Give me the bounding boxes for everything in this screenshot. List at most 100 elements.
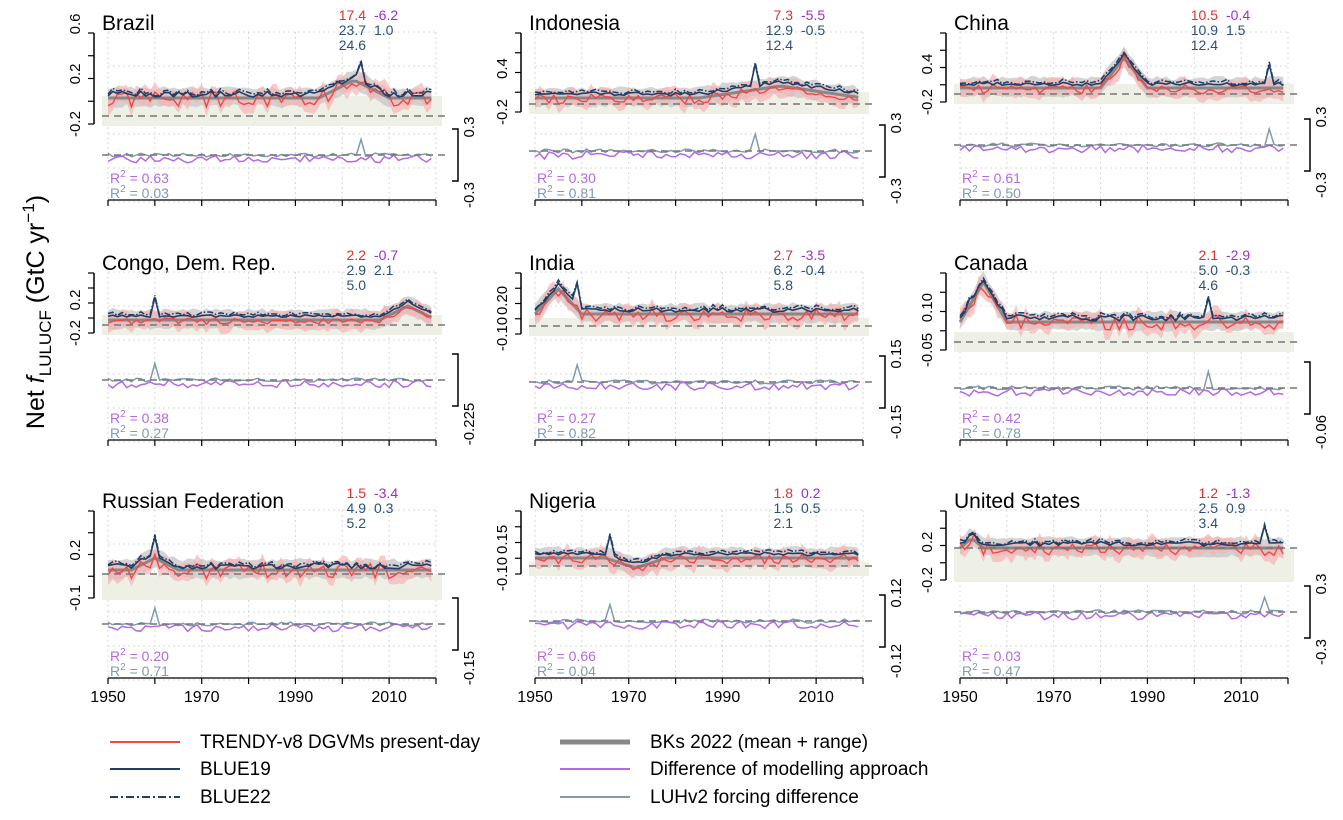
lower-y-axis [1304,118,1311,172]
stat-blue19-diff: -0.4 [801,262,825,278]
stat-blue19: 6.2 [774,262,794,278]
lower-y-axis [879,594,886,648]
panel-title: Congo, Dem. Rep. [102,252,276,275]
stat-blue22: 2.1 [774,515,794,531]
blue22-line [534,278,859,313]
upper-y-tick-label: 0.20 [494,286,511,315]
panel-canada: -0.05 0.10 -0.06 Canada 2.1 -2.9 5.0 -0.3 4.6 R2 … [919,247,1330,449]
legend-label: BLUE19 [200,759,271,780]
stat-blue22: 24.6 [339,37,366,53]
r2-luh: R2 = 0.81 [537,184,596,201]
panel-russian-federation: -0.1 0.2 -0.15 1950 1970 1990 2010 Russian Fede… [67,485,478,706]
panel-title: Brazil [102,12,155,35]
legend-label: BLUE22 [200,787,271,808]
upper-y-tick-label: -0.2 [67,111,84,137]
x-tick-label: 1990 [278,689,314,706]
r2-luh: R2 = 0.71 [110,662,169,679]
y-label-close: ) [22,195,50,203]
y-label-unit: (GtC yr [22,223,50,311]
stat-blue19-diff: -0.5 [801,22,825,38]
lower-y-tick-label: -0.225 [461,403,478,446]
stat-trendy-diff: -1.3 [1226,485,1250,501]
panel-title: Indonesia [529,12,620,35]
lower-y-tick-label: -0.3 [1313,639,1330,665]
panel-congo-dem-rep-: -0.2 0.2 -0.225 Congo, Dem. Rep. 2.2 -0.7 2.9 2… [67,247,478,446]
y-label-prefix: Net [22,383,50,429]
luh-difference-line [107,360,432,383]
upper-y-tick-label: -0.10 [494,317,511,351]
lower-y-axis [1304,585,1311,639]
trendy-line [534,553,859,572]
x-tick-label: 1950 [942,689,978,706]
stat-trendy: 17.4 [339,7,366,23]
stat-trendy: 2.7 [774,247,794,263]
lower-y-tick-label: 0.3 [1313,107,1330,128]
model-difference-line [959,143,1284,154]
r2-luh: R2 = 0.27 [110,424,169,441]
x-tick-label: 1950 [517,689,553,706]
upper-y-tick-label: -0.05 [919,333,936,367]
stat-trendy-diff: -0.4 [1226,7,1250,23]
blue19-line [534,63,859,97]
stat-trendy: 2.1 [1199,247,1219,263]
stat-blue22: 5.8 [774,277,794,293]
trendy-range-band [535,280,859,332]
luh-difference-line [534,362,859,385]
upper-y-tick-label: -0.2 [919,89,936,115]
lower-y-tick-label: -0.3 [888,178,905,204]
x-tick-label: 2010 [798,689,834,706]
bk-mean-line [958,279,1284,324]
lower-y-axis [452,128,459,182]
legend-item-diffmodel: Difference of modelling approach [560,759,929,780]
upper-y-tick-label: 0.2 [919,532,936,553]
r2-luh: R2 = 0.50 [962,184,1021,201]
upper-y-tick-label: -0.2 [67,320,84,346]
lower-y-tick-label: -0.12 [888,644,905,678]
lower-y-axis [879,355,886,409]
panel-title: Canada [954,252,1028,275]
stat-blue19: 23.7 [339,22,366,38]
luh-difference-line [534,131,859,154]
stat-trendy-diff: 0.2 [801,485,821,501]
legend-item-trendy: TRENDY-v8 DGVMs present-day [110,732,481,753]
upper-y-tick-label: 0.15 [494,525,511,554]
legend-item-blue19: BLUE19 [110,759,271,780]
panel-title: China [954,12,1009,35]
x-tick-label: 1970 [611,689,647,706]
bk-mean-line [959,538,1284,550]
upper-y-tick-label: 0.6 [67,13,84,34]
r2-model: R2 = 0.20 [110,647,169,664]
stat-blue22: 12.4 [1191,37,1218,53]
stat-blue19: 2.5 [1199,500,1219,516]
blue19-line [959,51,1284,87]
upper-y-tick-label: 0.2 [67,540,84,561]
model-difference-line [107,378,432,389]
lower-y-tick-label: 0.3 [1313,574,1330,595]
panel-title: India [529,252,575,275]
legend-item-blue22: BLUE22 [110,787,271,808]
stat-trendy-diff: -2.9 [1226,247,1250,263]
x-tick-label: 1990 [705,689,741,706]
stat-trendy-diff: -3.5 [801,247,825,263]
legend-label: BKs 2022 (mean + range) [650,732,868,753]
x-tick-label: 1950 [90,689,126,706]
trendy-range-band [535,543,859,579]
model-difference-line [534,150,859,161]
luh-difference-line [534,601,859,624]
legend: TRENDY-v8 DGVMs present-day BKs 2022 (mea… [110,732,929,808]
blue22-line [534,533,859,562]
panel-title: Russian Federation [102,490,284,513]
y-axis-label: Net fLULUCF (GtC yr−1) [19,195,55,429]
stat-blue19-diff: 2.1 [374,262,394,278]
upper-y-tick-label: -0.2 [919,567,936,593]
lower-y-tick-label: 0.3 [888,113,905,134]
lower-y-axis [1304,361,1311,415]
stat-blue19-diff: 1.5 [1226,22,1246,38]
luh-difference-line [107,605,432,627]
x-tick-label: 1970 [184,689,220,706]
lower-y-tick-label: -0.3 [461,182,478,208]
stat-blue19: 1.5 [774,500,794,516]
stat-blue19: 10.9 [1191,22,1218,38]
r2-model: R2 = 0.03 [962,647,1021,664]
legend-label: LUHv2 forcing difference [650,787,859,808]
